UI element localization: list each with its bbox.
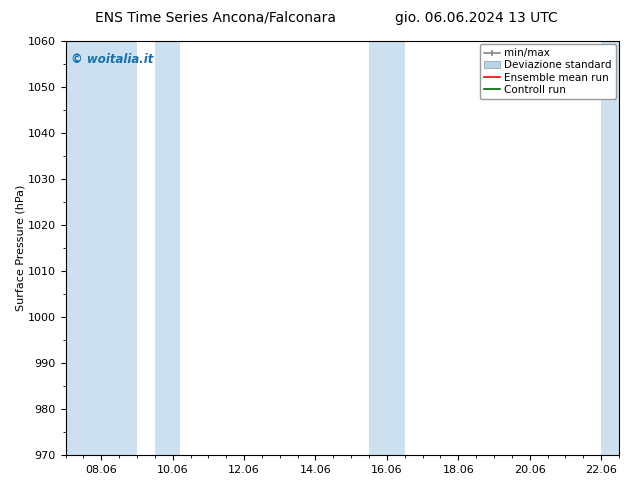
Y-axis label: Surface Pressure (hPa): Surface Pressure (hPa) — [15, 185, 25, 311]
Legend: min/max, Deviazione standard, Ensemble mean run, Controll run: min/max, Deviazione standard, Ensemble m… — [480, 44, 616, 99]
Text: © woitalia.it: © woitalia.it — [71, 53, 153, 67]
Bar — [66, 41, 137, 455]
Text: ENS Time Series Ancona/Falconara: ENS Time Series Ancona/Falconara — [95, 11, 336, 25]
Bar — [369, 41, 404, 455]
Bar — [155, 41, 180, 455]
Text: gio. 06.06.2024 13 UTC: gio. 06.06.2024 13 UTC — [395, 11, 558, 25]
Bar — [601, 41, 619, 455]
